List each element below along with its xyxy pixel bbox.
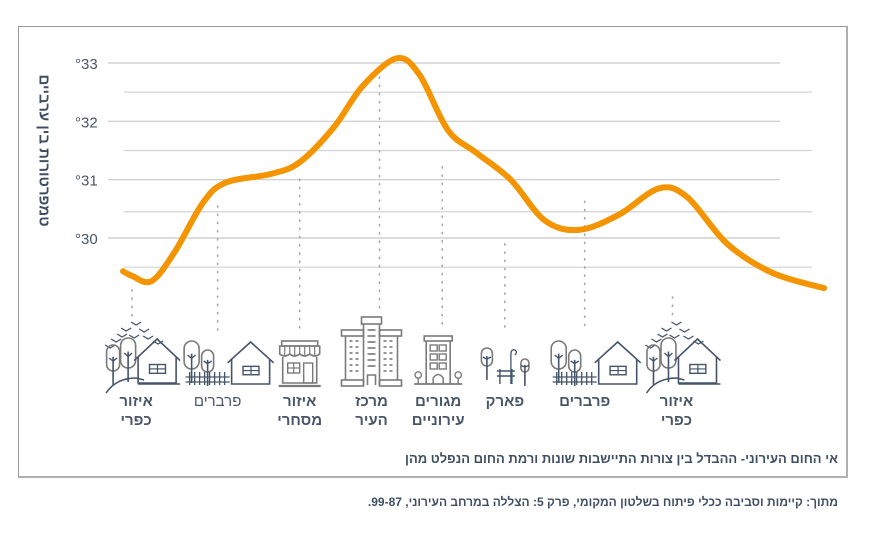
category-label: איזור כפרי [96,392,176,430]
shop-door [303,362,314,384]
category-label-line: כפרי [120,412,152,429]
category-label-line: איזור [119,393,153,410]
wing-cap [378,329,403,337]
shrub [454,371,463,379]
bird [110,338,122,343]
tree-branch [482,356,492,360]
apt-window [438,362,447,370]
bird [651,338,662,343]
shop-wall [281,357,318,384]
bird [128,334,140,339]
y-tick-label: °32 [75,114,98,131]
apt-door [432,373,444,384]
tree-branch [520,364,530,368]
category-label-line: איזור [659,393,694,410]
bird [645,344,656,349]
gridlines [108,62,812,268]
house-walls [677,356,718,384]
bird [104,344,116,349]
tree-branch [649,357,658,363]
bird [669,334,680,339]
suburb-house-icon [550,340,642,386]
tower-door [366,374,377,385]
park-icon [480,347,530,386]
tree-branch [108,357,118,363]
bird [116,333,128,338]
rural-house-icon [104,321,181,394]
apartment-building-icon [414,335,463,385]
category-label: מרכז העיר [332,392,412,430]
tree-branch [570,360,580,365]
category-label: פרברים [545,392,625,411]
roof [423,335,454,342]
lamp-post [510,349,518,384]
wing-cap [340,329,365,337]
tower-cap [360,316,383,325]
tree-branch [664,352,673,358]
y-tick-label: °30 [75,231,98,248]
house-walls [137,356,177,384]
bird [671,321,682,326]
category-label-line: פרברים [559,393,611,410]
rural-house-icon [645,321,722,394]
wing-base [378,379,403,387]
bird [661,327,672,332]
category-label-line: פארק [485,393,525,410]
category-label: איזור מסחרי [260,392,340,430]
category-label-line: מרכז [355,393,388,410]
bird [679,328,690,333]
hill [645,377,685,394]
apt-window [438,353,447,361]
y-axis-label-text: טמפרטורות בין ערביים [35,73,53,227]
house-roof [227,340,275,364]
shrub [414,371,423,379]
category-label: פארק [465,392,545,411]
bird [683,335,694,340]
category-label-line: פרברים [193,393,242,410]
tree-branch [187,354,197,360]
house-roof [133,337,181,362]
y-tick-label: °31 [75,173,98,190]
hill [105,377,145,394]
tree-branch [123,352,133,358]
source-citation: מתוך: קיימות וסביבה ככלי פיתוח בשלטון המ… [367,495,838,509]
category-label: פרברים [178,392,258,411]
bird [138,328,150,333]
bird [657,333,668,338]
category-icons [104,316,722,394]
category-label-line: מסחרי [277,412,323,429]
shop-icon [278,340,321,388]
figure-frame [18,26,848,478]
category-label: איזור כפרי [636,392,716,430]
house-roof [673,337,722,362]
apt-window [429,344,438,352]
temperature-curve [120,55,828,292]
bird [120,327,132,332]
bird [142,335,154,340]
tree-branch [554,354,564,360]
category-label-line: העיר [355,412,388,429]
category-label-line: מגורים [415,393,462,410]
category-label-line: איזור [282,393,317,410]
house-roof [594,340,642,364]
category-label-line: עירוניים [411,412,465,429]
figure-caption: אי החום העירוני- ההבדל בין צורות התיישבו… [405,451,838,466]
apt-window [429,362,438,370]
suburb-house-icon [183,340,275,386]
y-tick-labels: °33 °32 °31 °30 [75,56,98,248]
house-walls [230,358,271,385]
category-label: מגורים עירוניים [398,392,478,430]
category-label-line: כפרי [660,412,693,429]
apt-window [429,353,438,361]
city-center-building-icon [340,316,403,387]
tree-branch [203,360,213,365]
house-walls [597,358,638,385]
y-tick-label: °33 [75,56,98,73]
wing-base [340,379,365,387]
bird [130,321,142,326]
apt-window [438,344,447,352]
y-axis-label: טמפרטורות בין ערביים [24,70,64,230]
category-drop-lines [131,76,674,331]
